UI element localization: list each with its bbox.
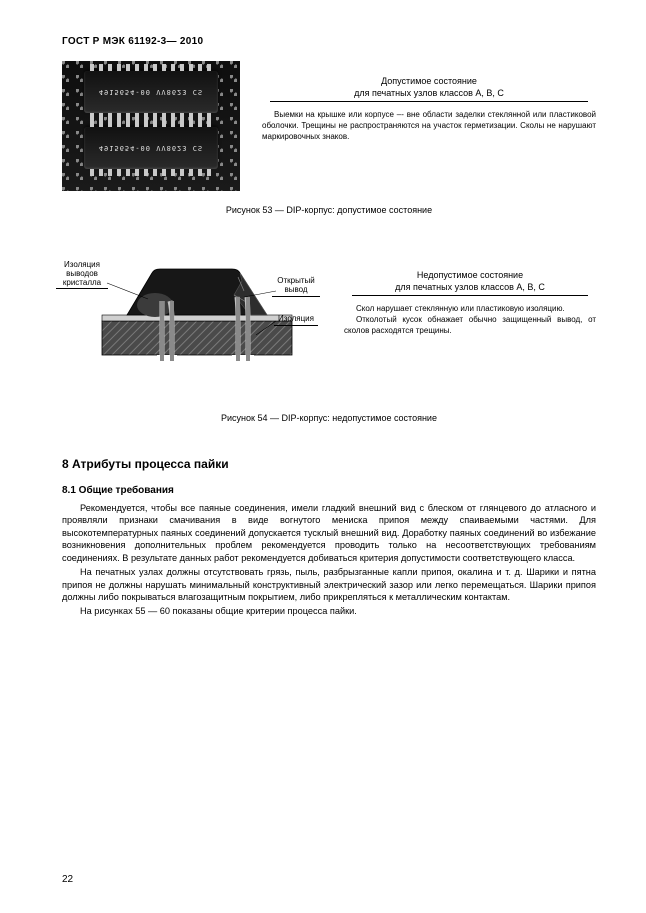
figure-54-diagram: Изоляциявыводовкристалла Открытыйвывод И…	[62, 243, 322, 393]
title-line1: Недопустимое состояние	[417, 270, 523, 280]
paragraph-2: На печатных узлах должны отсутствовать г…	[62, 566, 596, 603]
figure-54-text: Недопустимое состояние для печатных узло…	[344, 243, 596, 393]
figure-53-text: Допустимое состояние для печатных узлов …	[262, 61, 596, 191]
figure-53-row: 4915654-00 VV8623 CS 4915654-00 VV8623 C…	[62, 61, 596, 191]
paragraph-1: Рекомендуется, чтобы все паяные соединен…	[62, 502, 596, 564]
figure-54-body1: Скол нарушает стеклянную или пластиковую…	[344, 304, 596, 315]
label-isolation: Изоляция	[274, 315, 318, 326]
page-number: 22	[62, 874, 73, 885]
figure-54-row: Изоляциявыводовкристалла Открытыйвывод И…	[62, 243, 596, 393]
document-header: ГОСТ Р МЭК 61192-3— 2010	[62, 36, 596, 47]
label-iso-lead: Изоляциявыводовкристалла	[56, 261, 108, 289]
figure-54-title: Недопустимое состояние для печатных узло…	[344, 269, 596, 296]
chip-top: 4915654-00 VV8623 CS	[84, 71, 218, 113]
figure-53-title: Допустимое состояние для печатных узлов …	[262, 75, 596, 102]
chip-bottom: 4915654-00 VV8623 CS	[84, 127, 218, 169]
title-line2: для печатных узлов классов А, В, С	[270, 87, 588, 102]
paragraph-3: На рисунках 55 — 60 показаны общие крите…	[62, 605, 596, 617]
figure-53-body: Выемки на крышке или корпусе –- вне обла…	[262, 110, 596, 142]
document-page: ГОСТ Р МЭК 61192-3— 2010 4915654-00 VV86…	[0, 0, 646, 913]
figure-53-photo: 4915654-00 VV8623 CS 4915654-00 VV8623 C…	[62, 61, 240, 191]
title-line1: Допустимое состояние	[381, 76, 477, 86]
figure-54-body2: Отколотый кусок обнажает обычно защищенн…	[344, 315, 596, 337]
section-8-1-heading: 8.1 Общие требования	[62, 485, 596, 496]
label-open-lead: Открытыйвывод	[272, 277, 320, 297]
title-line2: для печатных узлов классов А, В, С	[352, 281, 588, 296]
section-8-heading: 8 Атрибуты процесса пайки	[62, 457, 596, 471]
section-body: Рекомендуется, чтобы все паяные соединен…	[62, 502, 596, 618]
figure-53-caption: Рисунок 53 — DIP-корпус: допустимое сост…	[62, 205, 596, 215]
figure-54-caption: Рисунок 54 — DIP-корпус: недопустимое со…	[62, 413, 596, 423]
